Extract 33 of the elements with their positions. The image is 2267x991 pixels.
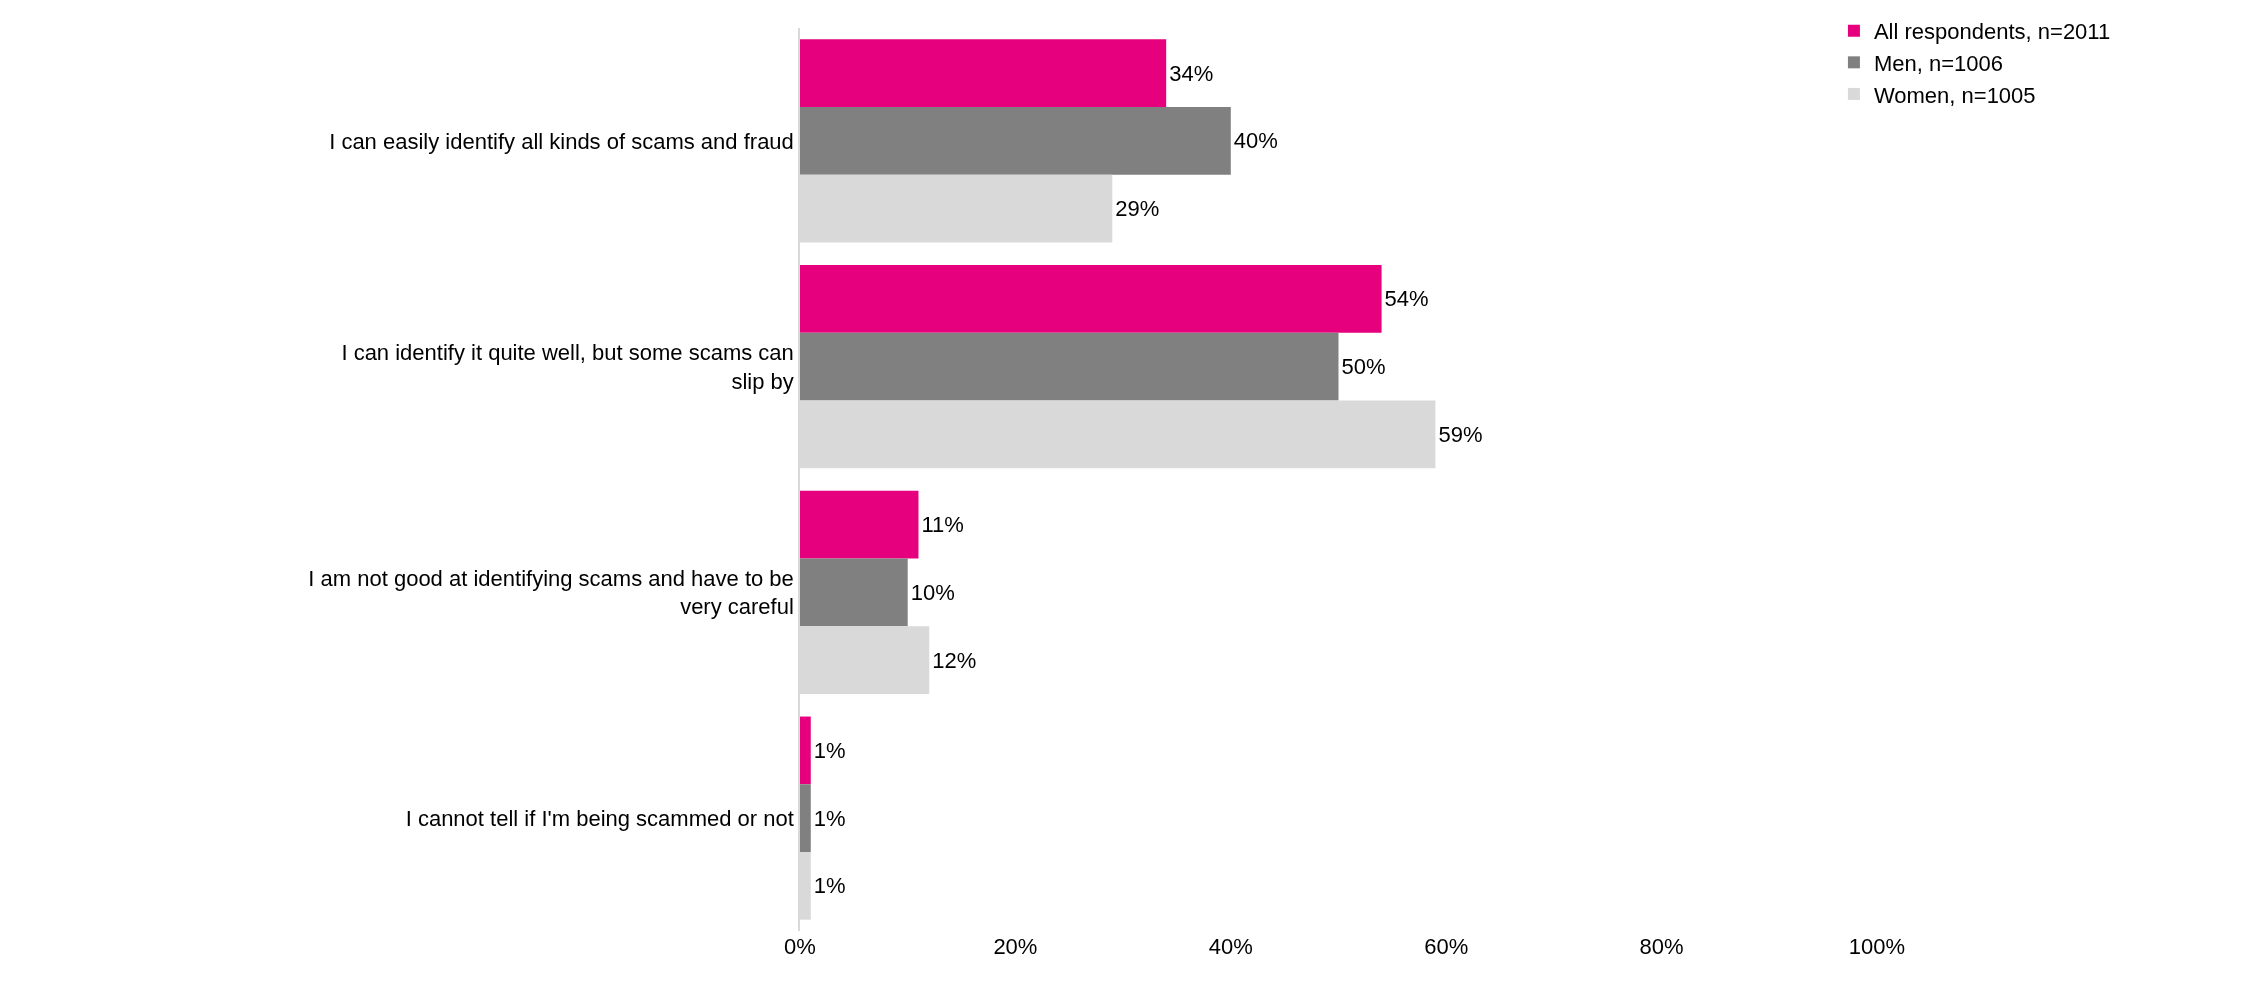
bar [800,107,1231,175]
data-label: 34% [1169,60,1214,86]
data-label: 1% [813,805,846,831]
data-label: 10% [910,579,955,605]
data-label: 40% [1233,128,1278,154]
x-tick-label: 20% [993,934,1038,959]
legend-label: All respondents, n=2011 [1873,19,2111,45]
bar [800,716,811,785]
x-tick-label: 60% [1424,934,1469,959]
y-tick-label: I can identify it quite well, but some scams can slip by [341,340,794,394]
data-label: 50% [1341,354,1386,380]
data-label: 11% [921,512,964,538]
data-label: 54% [1384,286,1429,312]
bar [800,265,1382,333]
y-tick-label: I cannot tell if I'm being scammed or not [405,805,794,831]
bar [800,558,908,627]
x-tick-label: 0% [784,934,816,959]
data-label: 59% [1438,421,1483,447]
bar [800,784,811,852]
data-label: 1% [813,737,846,763]
data-label: 29% [1115,196,1160,222]
bar [800,490,919,559]
bar [800,39,1167,108]
data-label: 12% [932,647,977,673]
y-tick-label: I can easily identify all kinds of scams and fraud [329,128,794,154]
legend-label: Women, n=1005 [1873,82,2036,108]
data-label: 1% [813,873,846,899]
x-tick-label: 80% [1639,934,1684,959]
y-tick-label: I am not good at identifying scams and have to be very careful [308,565,794,620]
x-tick-label: 100% [1848,934,1906,959]
bar [800,332,1339,401]
legend-label: Men, n=1006 [1873,50,2003,76]
x-tick-label: 40% [1208,934,1253,959]
